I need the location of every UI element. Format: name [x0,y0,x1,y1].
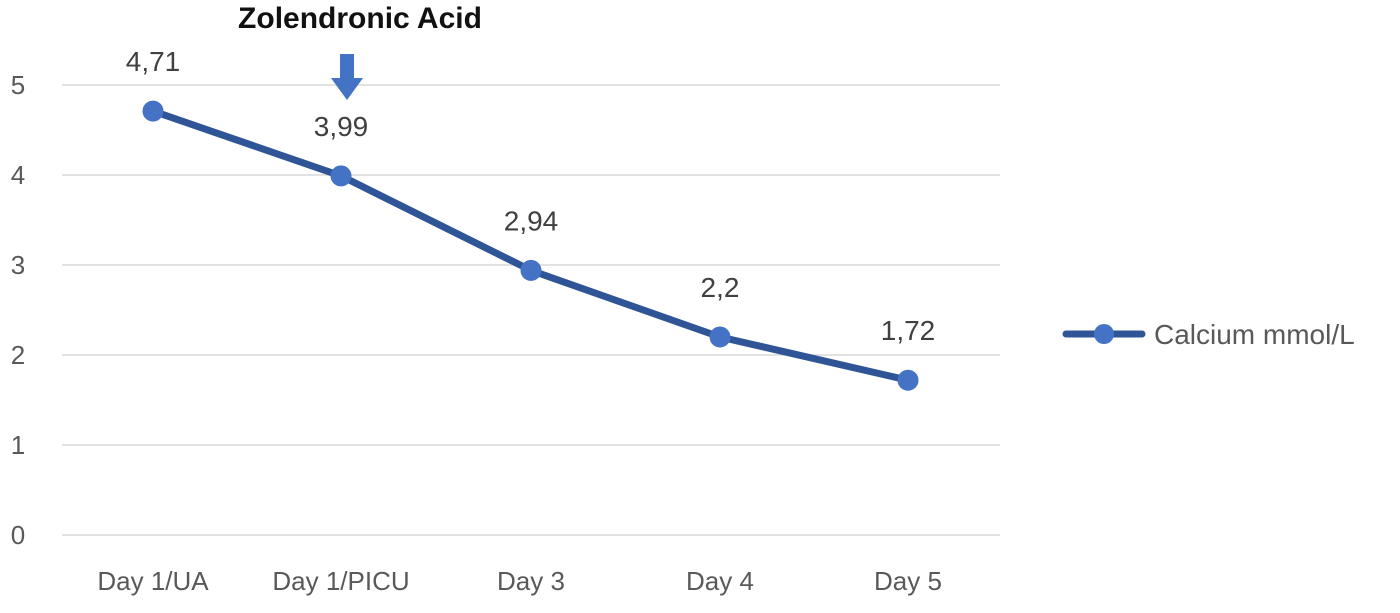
legend-swatch-marker [1094,324,1114,344]
y-tick-label: 4 [11,160,25,190]
data-point [520,259,542,281]
data-labels: 4,71 3,99 2,94 2,2 1,72 [126,46,936,346]
data-label: 4,71 [126,46,181,77]
data-point [897,369,919,391]
annotation-label: Zolendronic Acid [238,2,482,35]
data-point [142,100,164,122]
y-tick-label: 1 [11,430,25,460]
data-label: 2,2 [701,272,740,303]
y-tick-label: 0 [11,520,25,550]
data-label: 1,72 [881,315,936,346]
data-label: 2,94 [504,205,559,236]
x-tick-label: Day 3 [497,566,565,596]
x-tick-label: Day 4 [686,566,754,596]
y-tick-label: 2 [11,340,25,370]
legend: Calcium mmol/L [1062,319,1355,350]
series-calcium [142,100,919,391]
grid-lines [62,84,1000,536]
y-axis-ticks: 0 1 2 3 4 5 [11,70,25,550]
data-point [709,326,731,348]
y-tick-label: 3 [11,250,25,280]
series-line [149,107,912,384]
annotation-arrow-icon [331,54,363,100]
x-tick-label: Day 1/PICU [272,566,409,596]
data-label: 3,99 [314,111,369,142]
x-axis-ticks: Day 1/UA Day 1/PICU Day 3 Day 4 Day 5 [97,566,942,596]
annotation: Zolendronic Acid [238,2,482,100]
x-tick-label: Day 1/UA [97,566,209,596]
y-tick-label: 5 [11,70,25,100]
legend-label: Calcium mmol/L [1154,319,1355,350]
data-point [330,165,352,187]
x-tick-label: Day 5 [874,566,942,596]
